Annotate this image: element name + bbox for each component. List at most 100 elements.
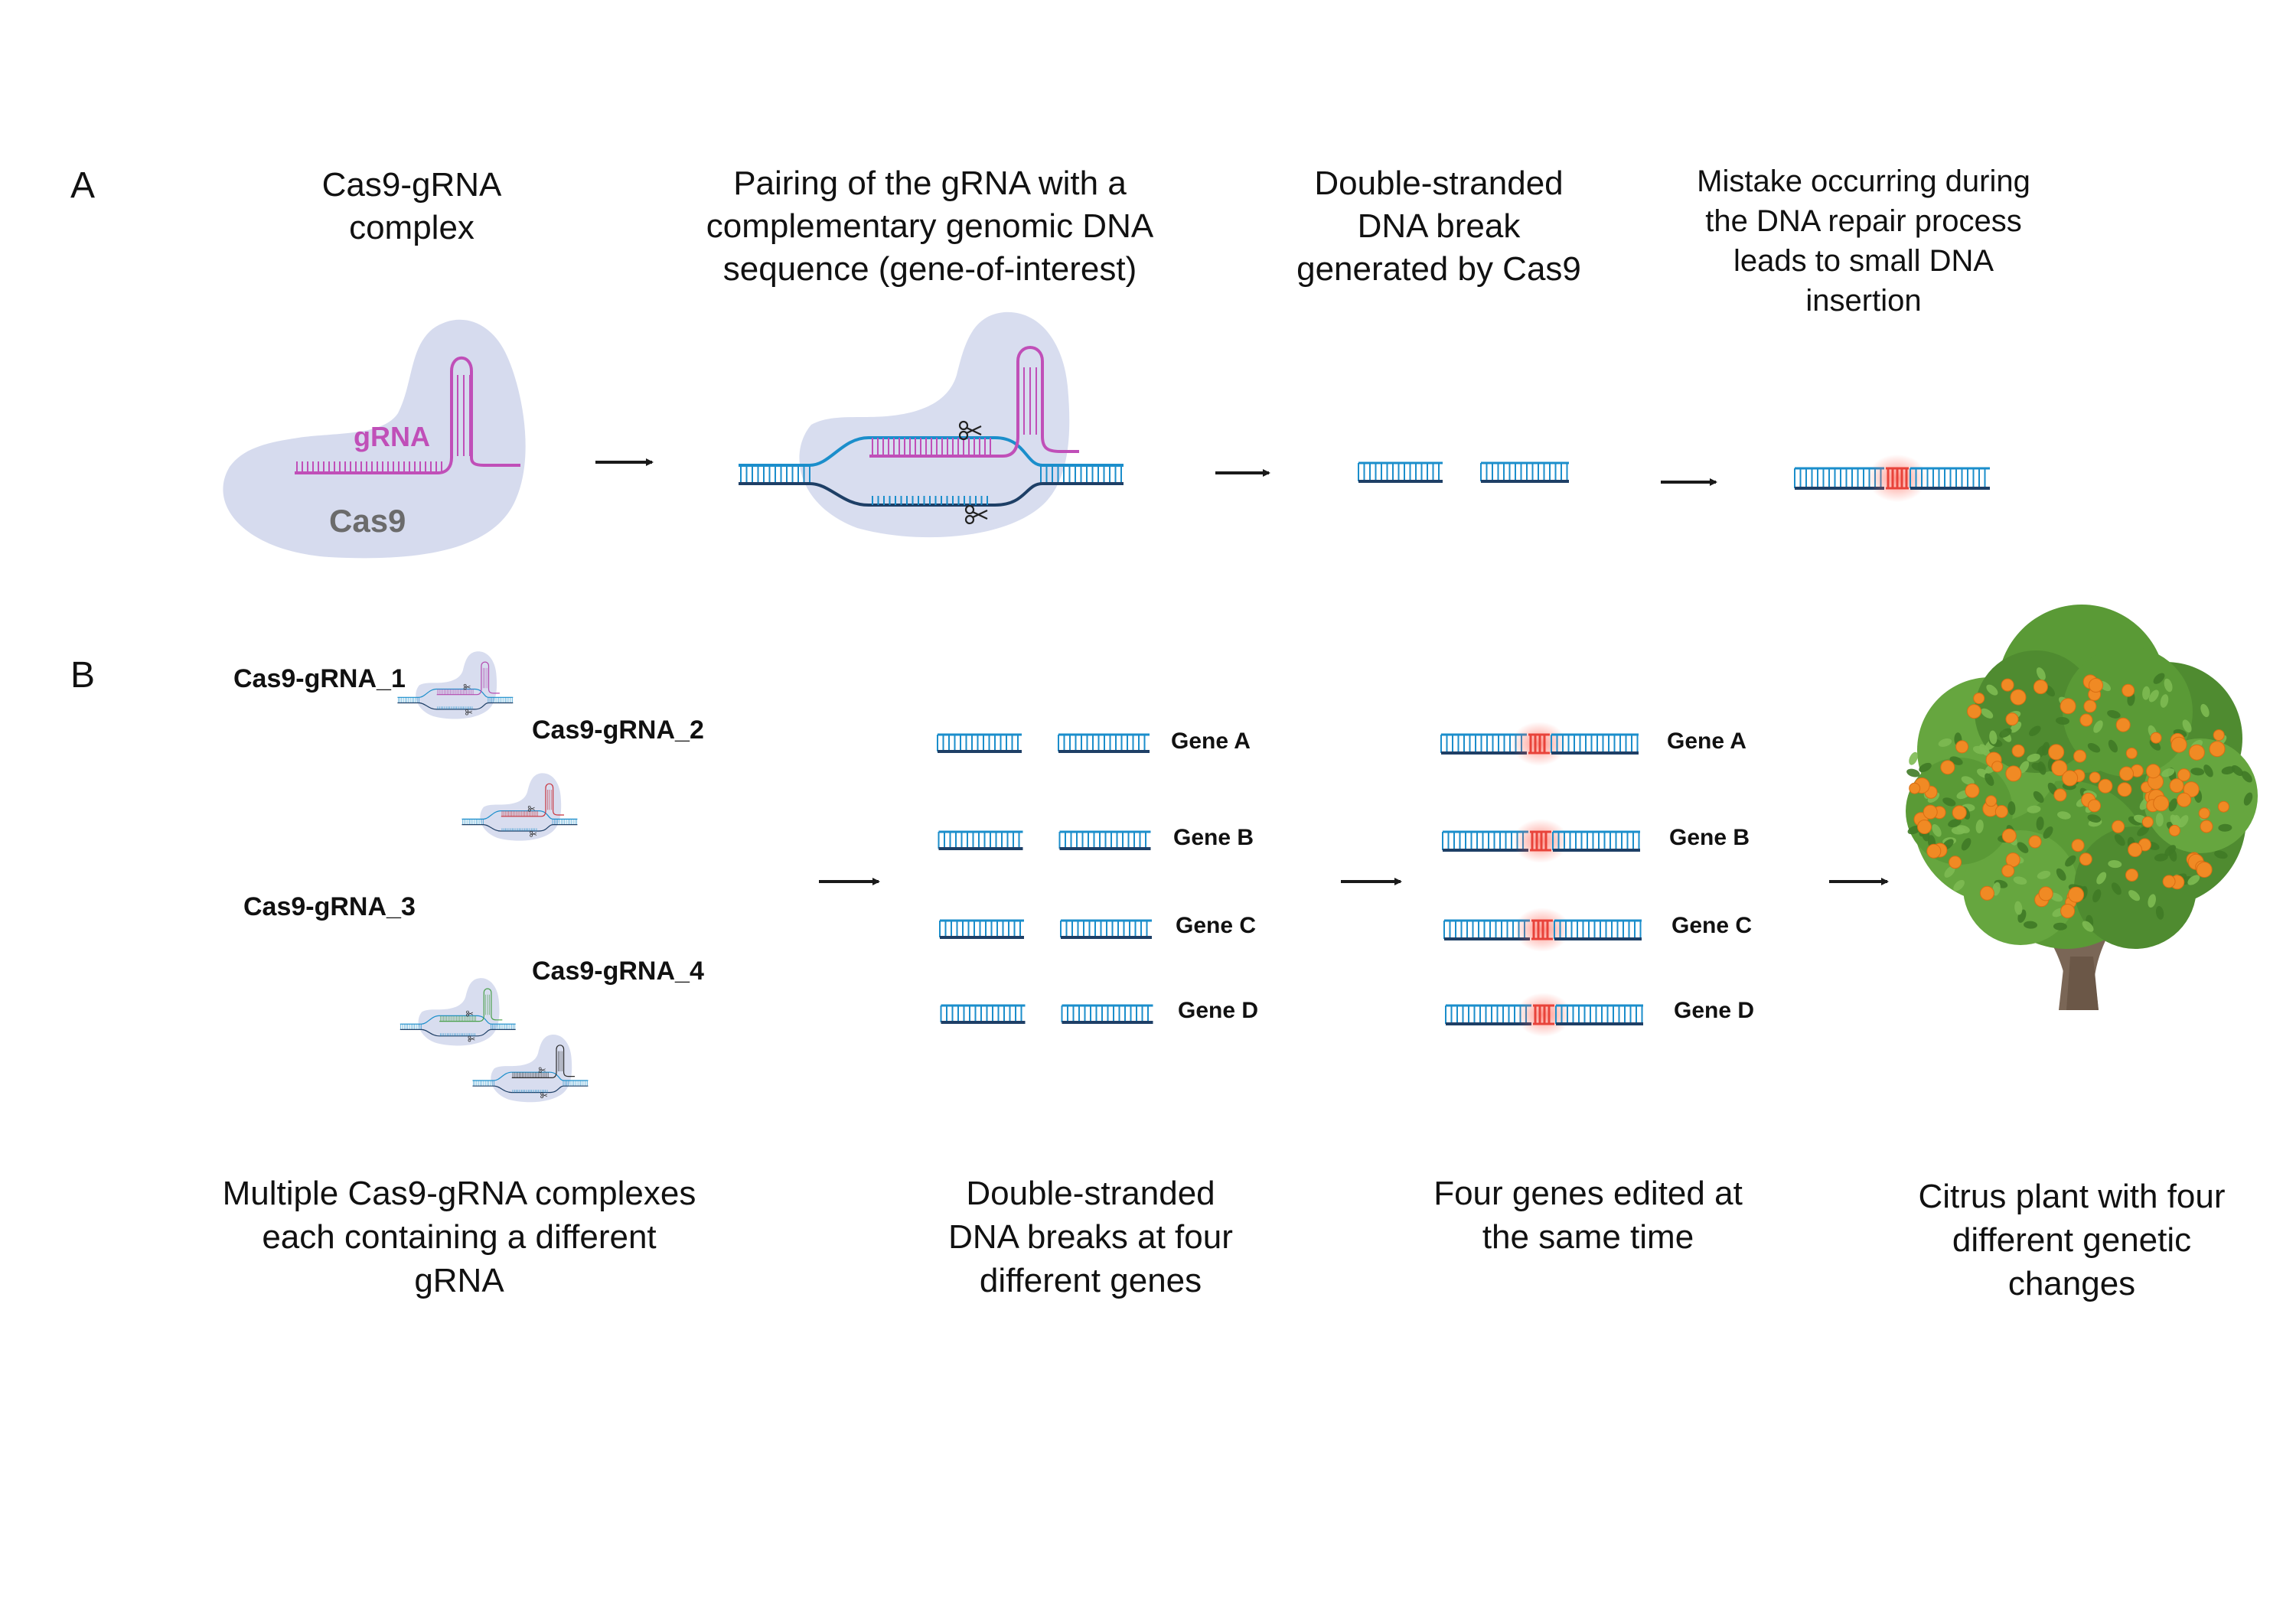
gene-break-row: [938, 830, 1151, 850]
orange-fruit: [1991, 761, 2004, 773]
dna-rungs: [481, 667, 489, 689]
leaf: [2214, 850, 2228, 859]
orange-fruit: [2183, 781, 2200, 798]
cas9-dna-complex: [397, 651, 514, 719]
orange-fruit: [2079, 852, 2092, 866]
cas9-label: Cas9: [329, 503, 406, 539]
dna-rungs: [1551, 735, 1639, 753]
orange-fruit: [2150, 732, 2162, 744]
dna-rungs: [872, 496, 988, 505]
panel-b-graphics: [397, 651, 1889, 1103]
orange-fruit: [2079, 713, 2093, 727]
dna-rungs: [1554, 921, 1642, 939]
scissors-handle: [465, 712, 468, 715]
leaf: [1953, 879, 1965, 892]
scissors-handle: [958, 430, 969, 441]
orange-fruit: [2125, 869, 2138, 882]
leaf: [2241, 771, 2252, 783]
dna-rungs: [1440, 735, 1522, 753]
leaf: [2056, 716, 2069, 725]
grna-strand: [295, 356, 520, 474]
step3-title: Double-stranded DNA break generated by C…: [1296, 165, 1581, 288]
dna-rungs: [872, 438, 991, 456]
dna-rungs: [1555, 1006, 1643, 1024]
leaf: [2013, 876, 2027, 885]
cas9-grna-complex: [223, 319, 526, 559]
orange-fruit: [2001, 828, 2017, 843]
leaf: [2155, 813, 2164, 827]
dna-rungs: [552, 819, 577, 825]
leaf: [2182, 719, 2192, 733]
leaf: [2031, 762, 2045, 771]
orange-fruit: [1967, 704, 1981, 719]
complex-label-2: Cas9-gRNA_2: [532, 715, 704, 745]
orange-fruit: [1955, 740, 1969, 754]
leaf: [2111, 882, 2122, 895]
leaf: [2128, 890, 2141, 901]
caption-line: Citrus plant with four: [1918, 1178, 2225, 1215]
leaf: [2087, 814, 2102, 823]
orange-fruit: [2068, 886, 2085, 903]
dna-top-strand: [400, 1015, 516, 1025]
orange-fruit: [2071, 839, 2085, 852]
orange-fruit: [2098, 778, 2113, 794]
dna-rungs: [1534, 1006, 1551, 1024]
edited-gene-row: [1443, 908, 1642, 952]
step4-title: Mistake occurring during the DNA repair …: [1697, 165, 2030, 318]
leaf: [2178, 815, 2189, 828]
orange-fruit: [2200, 820, 2213, 833]
leaf: [2148, 689, 2159, 702]
orange-fruit: [2213, 729, 2225, 742]
leaf: [2108, 860, 2122, 869]
scissors-handle: [463, 686, 467, 690]
dna-rungs: [400, 1024, 422, 1030]
caption-line: Multiple Cas9-gRNA complexes: [223, 1175, 696, 1212]
scissors-icon: [527, 805, 535, 812]
orange-fruit: [2033, 680, 2048, 695]
dna-rungs: [1058, 735, 1146, 751]
gene-label: Gene A: [1171, 729, 1251, 754]
cas9-dna-complex: [472, 1034, 589, 1103]
orange-fruit: [2153, 795, 2170, 812]
scissors-handle: [466, 1013, 469, 1017]
orange-fruit: [2162, 875, 2176, 888]
gene-break-row: [937, 733, 1150, 753]
leaf: [2087, 742, 2101, 753]
dna-rungs: [1531, 832, 1548, 850]
leaf: [2096, 872, 2107, 885]
dna-rungs: [512, 1072, 549, 1078]
gene-label: Gene C: [1671, 913, 1752, 938]
leaf: [2114, 834, 2125, 846]
scissors-blades: [468, 710, 473, 714]
orange-fruit: [2089, 678, 2103, 693]
grna-strand: [869, 346, 1079, 458]
leaf: [2033, 790, 2044, 804]
cas9-dna-complex: [739, 311, 1124, 538]
orange-fruit: [2168, 824, 2180, 836]
orange-fruit: [2028, 835, 2042, 849]
orange-fruit: [1965, 783, 1980, 798]
dna-rungs: [1445, 1006, 1527, 1024]
caption-complexes: Multiple Cas9-gRNA complexes each contai…: [223, 1175, 696, 1299]
leaf: [2161, 768, 2175, 777]
step3-title-line: DNA break: [1358, 207, 1521, 245]
leaf: [2043, 826, 2053, 839]
step4-title-line: the DNA repair process: [1705, 204, 2022, 238]
dna-rungs: [1480, 463, 1568, 481]
broken-dna: [1358, 461, 1569, 483]
dna-rungs: [491, 1024, 516, 1030]
dna-rungs: [937, 735, 1019, 751]
caption-line: different genetic: [1952, 1221, 2191, 1259]
step4-title-line: Mistake occurring during: [1697, 165, 2030, 198]
leaf: [2082, 921, 2094, 932]
orange-fruit: [1979, 885, 1994, 901]
orange-fruit: [2177, 768, 2191, 782]
orange-fruit: [1952, 805, 1967, 820]
orange-fruit: [2062, 770, 2079, 787]
leaf: [2170, 814, 2180, 828]
cas9-protein-blob: [799, 311, 1070, 538]
cas9-protein-blob: [418, 978, 500, 1046]
cas9-protein-blob: [491, 1034, 572, 1103]
caption-line: DNA breaks at four: [948, 1218, 1233, 1256]
orange-fruit: [2209, 741, 2226, 758]
